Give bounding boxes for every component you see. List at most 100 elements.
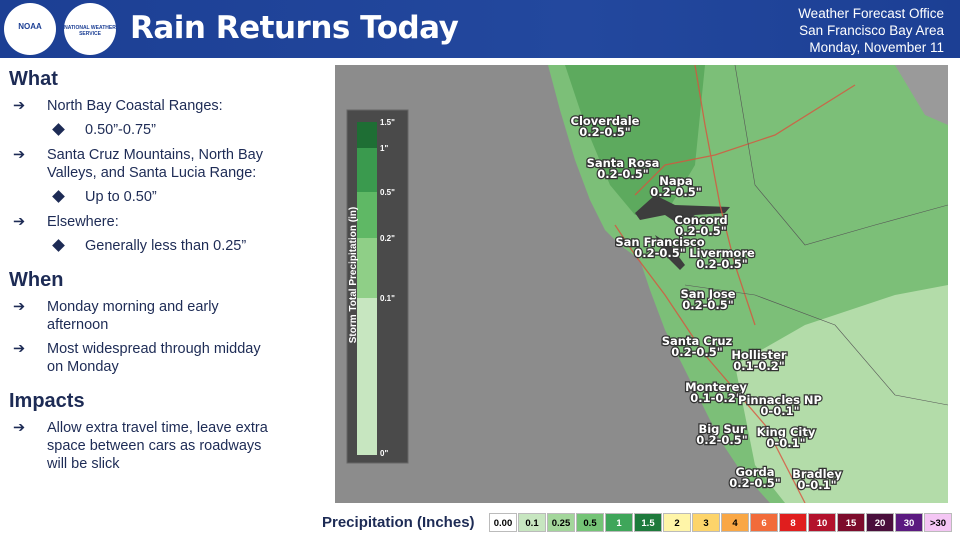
city-range: 0.2-0.5"	[682, 298, 734, 312]
legend-bin: 0.1	[518, 513, 546, 532]
legend-bin: 1	[605, 513, 633, 532]
diamond-icon	[52, 190, 65, 203]
land-wet	[565, 65, 705, 215]
inset-title: Storm Total Precipitation (in)	[348, 207, 359, 343]
legend-bin: 3	[692, 513, 720, 532]
city-name: Gorda	[735, 465, 774, 479]
header: NOAA NATIONAL WEATHER SERVICE Rain Retur…	[0, 0, 960, 58]
sub-text: Generally less than 0.25”	[85, 238, 247, 254]
inset-color-band	[357, 238, 377, 298]
land-dry	[735, 285, 948, 503]
highways	[614, 65, 856, 503]
bay	[635, 195, 730, 225]
bullet-text: Elsewhere:	[47, 214, 119, 230]
city-name: Monterey	[685, 380, 747, 394]
county-lines	[684, 65, 948, 406]
bullet-text: Allow extra travel time, leave extra spa…	[47, 420, 268, 472]
city-range: 0-0.1"	[760, 404, 799, 418]
city-range: 0.2-0.5"	[597, 167, 649, 181]
section-heading: When	[9, 269, 64, 291]
city-name: Concord	[674, 213, 727, 227]
city-name: Big Sur	[698, 422, 745, 436]
inset-color-band	[357, 148, 377, 192]
city-range: 0.2-0.5"	[671, 345, 723, 359]
arrow-icon: ➔	[13, 299, 26, 315]
city-range: 0.2-0.5"	[675, 224, 727, 238]
legend-bin: 6	[750, 513, 778, 532]
bullet-text: Monday morning and early afternoon	[47, 299, 219, 333]
county-line	[684, 284, 948, 406]
city-name: Pinnacles NP	[738, 393, 822, 407]
office-line: San Francisco Bay Area	[799, 23, 944, 38]
inset-tick-label: 0.5"	[380, 188, 395, 197]
section: What ➔ North Bay Coastal Ranges: 0.50”-0.75…	[9, 68, 309, 255]
legend-bin: 1.5	[634, 513, 662, 532]
sub-text: Up to 0.50”	[85, 189, 157, 205]
city-name: Livermore	[689, 246, 755, 260]
legend-title: Precipitation (Inches)	[322, 514, 475, 531]
city-name: San Jose	[680, 287, 735, 301]
city-range: 0.2-0.5"	[696, 433, 748, 447]
title: Rain Returns Today	[130, 10, 459, 46]
bullet-text: North Bay Coastal Ranges:	[47, 98, 223, 114]
sub-item: 0.50”-0.75”	[9, 121, 309, 139]
inset-tick-label: 0"	[380, 449, 388, 458]
legend-bin: 15	[837, 513, 865, 532]
city-name: San Francisco	[615, 235, 704, 249]
city-name: Napa	[659, 174, 692, 188]
section: When ➔ Monday morning and early afternoon ➔…	[9, 269, 309, 376]
bullet-item: ➔ Most widespread through midday on Monda…	[9, 340, 277, 376]
city-range: 0.2-0.5"	[650, 185, 702, 199]
nws-logo: NATIONAL WEATHER SERVICE	[64, 3, 116, 55]
noaa-logo: NOAA	[4, 3, 56, 55]
diamond-icon	[52, 123, 65, 136]
city-range: 0.2-0.5"	[696, 257, 748, 271]
text-panel: What ➔ North Bay Coastal Ranges: 0.50”-0.75…	[9, 68, 309, 487]
city-name: King City	[757, 425, 816, 439]
legend-bin: 30	[895, 513, 923, 532]
section-heading: What	[9, 68, 58, 90]
inset-tick-label: 0.1"	[380, 294, 395, 303]
sub-item: Up to 0.50”	[9, 188, 309, 206]
logo-text: NOAA	[18, 22, 42, 31]
highway	[694, 65, 756, 326]
arrow-icon: ➔	[13, 341, 26, 357]
legend-bin: >30	[924, 513, 952, 532]
legend-bin: 0.25	[547, 513, 575, 532]
inset-tick-label: 0.2"	[380, 234, 395, 243]
city-name: Santa Cruz	[662, 334, 733, 348]
bullet-text: Santa Cruz Mountains, North Bay Valleys,…	[47, 147, 263, 181]
legend-bin: 0.00	[489, 513, 517, 532]
inset-color-band	[357, 122, 377, 148]
highway	[614, 224, 806, 503]
arrow-icon: ➔	[13, 98, 26, 114]
legend-bin: 8	[779, 513, 807, 532]
inset-color-band	[357, 192, 377, 238]
legend-bin: 2	[663, 513, 691, 532]
city-range: 0.1-0.2"	[690, 391, 742, 405]
logo-text: NATIONAL WEATHER SERVICE	[64, 25, 116, 37]
office-line: Monday, November 11	[809, 40, 944, 55]
map: 1.5" 1" 0.5" 0.2" 0.1" 0" Storm Total Precipit…	[335, 65, 948, 503]
city-name: Santa Rosa	[587, 156, 660, 170]
office-line: Weather Forecast Office	[798, 6, 944, 21]
city-range: 0.2-0.5"	[729, 476, 781, 490]
city-range: 0-0.1"	[797, 478, 836, 492]
arrow-icon: ➔	[13, 214, 26, 230]
bullet-item: ➔ Elsewhere:	[9, 213, 277, 231]
diamond-icon	[52, 239, 65, 252]
city-range: 0.2-0.5"	[579, 125, 631, 139]
city-range: 0-0.1"	[766, 436, 805, 450]
highway	[634, 84, 856, 196]
arrow-icon: ➔	[13, 147, 26, 163]
precip-legend: Precipitation (Inches) 0.00 0.1 0.25 0.5 1 1.…	[0, 508, 960, 538]
city-name: Bradley	[792, 467, 842, 481]
sub-item: Generally less than 0.25”	[9, 237, 309, 255]
bullet-item: ➔ North Bay Coastal Ranges:	[9, 97, 277, 115]
section: Impacts ➔ Allow extra travel time, leave e…	[9, 390, 309, 473]
arrow-icon: ➔	[13, 420, 26, 436]
city-range: 0.1-0.2"	[733, 359, 785, 373]
county-line	[734, 65, 948, 246]
bullet-item: ➔ Monday morning and early afternoon	[9, 298, 277, 334]
